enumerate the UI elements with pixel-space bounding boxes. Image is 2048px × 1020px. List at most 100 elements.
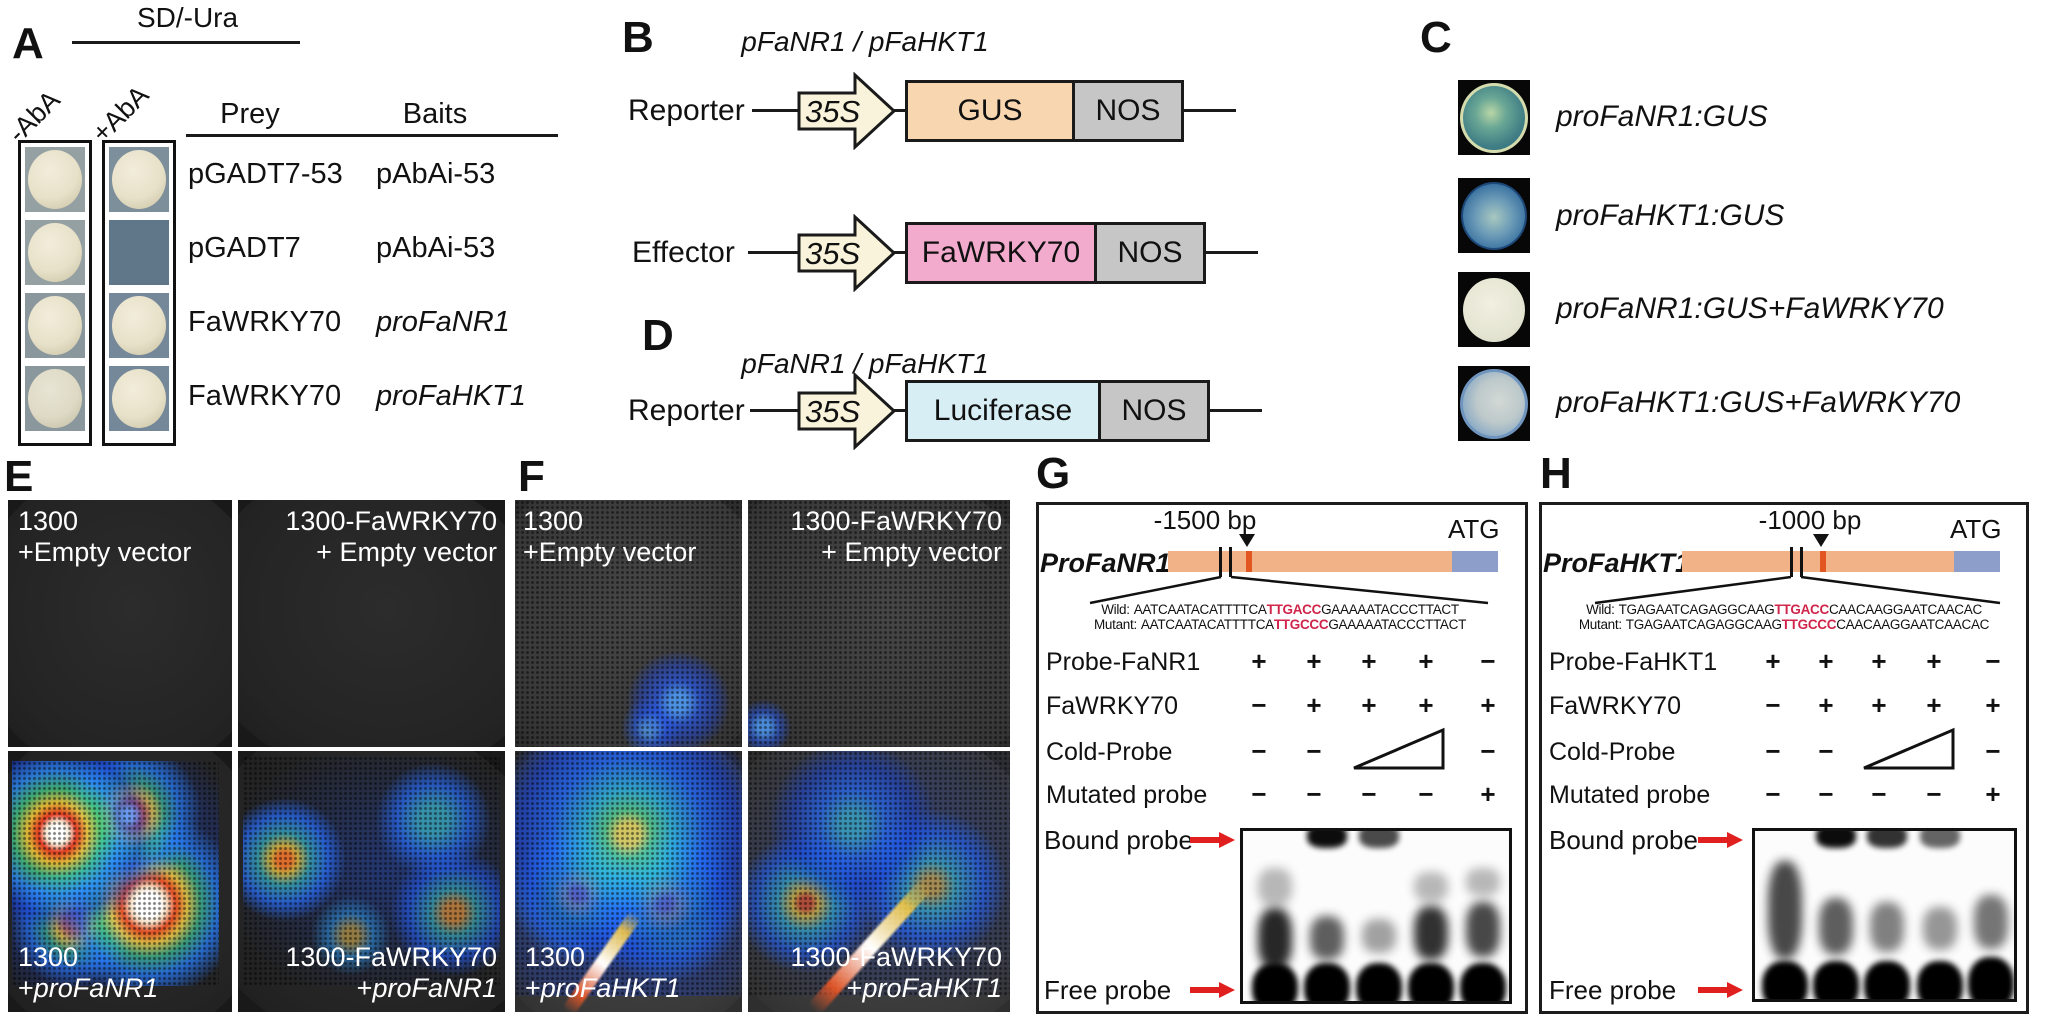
prey-cell: FaWRKY70 xyxy=(188,380,342,412)
atg-label: ATG xyxy=(1448,514,1500,544)
luminescence-image: 1300 +Empty vector xyxy=(515,500,742,747)
promoter-bar xyxy=(1682,551,2000,572)
lane-symbol: + xyxy=(1480,779,1496,809)
gel-band xyxy=(1768,861,1802,959)
35s-promoter-arrow: 35S xyxy=(797,372,897,450)
cold-probe-ramp-triangle xyxy=(1863,727,1955,770)
lane-symbol: + xyxy=(1361,690,1377,720)
yeast-colony xyxy=(28,296,82,355)
yeast-spot xyxy=(109,293,169,358)
yeast-spot xyxy=(25,366,85,431)
nos-terminator-box: NOS xyxy=(1098,380,1210,442)
quadrant-label: 1300 +Empty vector xyxy=(18,506,192,567)
probe-site-tick xyxy=(1790,547,1793,577)
lane-symbol: − xyxy=(1306,736,1322,766)
lane-symbol: − xyxy=(1418,779,1434,809)
luminescence-image: 1300 +Empty vector xyxy=(8,500,232,747)
luminescence-image: 1300-FaWRKY70 +proFaHKT1 xyxy=(748,751,1010,1012)
emsa-gel-image xyxy=(1240,828,1512,1004)
assay-row-label: Mutated probe xyxy=(1046,781,1208,809)
connector-line xyxy=(1210,409,1262,412)
gel-lane xyxy=(1408,831,1454,1001)
bait-cell: proFaHKT1 xyxy=(376,380,526,412)
yeast-spot xyxy=(109,366,169,431)
connector-line xyxy=(1206,251,1258,254)
lane-symbol: + xyxy=(1251,646,1267,676)
atg-label: ATG xyxy=(1950,514,2002,544)
gel-band xyxy=(1813,961,1859,999)
leaf-disc xyxy=(1463,277,1525,342)
luminescence-signal xyxy=(243,756,500,986)
panel-e-label: E xyxy=(4,452,34,501)
lane-symbol: + xyxy=(1985,690,2001,720)
prey-cell: pGADT7 xyxy=(188,232,301,264)
quadrant-label: 1300-FaWRKY70 +proFaNR1 xyxy=(285,942,497,1003)
luminescence-image: 1300 +proFaNR1 xyxy=(8,751,232,1012)
luminescence-image: 1300-FaWRKY70 + Empty vector xyxy=(748,500,1010,747)
yeast-spot xyxy=(109,147,169,212)
yeast-strip-minus-aba xyxy=(18,140,92,446)
gel-lane xyxy=(1460,831,1506,1001)
emsa-gel-image xyxy=(1752,828,2017,1002)
lane-symbol: − xyxy=(1361,779,1377,809)
leaf-disc xyxy=(1460,368,1528,439)
gel-band xyxy=(1923,906,1957,951)
connector-line xyxy=(748,251,805,254)
gel-band xyxy=(1819,898,1853,956)
gus-leaf-disc-image xyxy=(1458,272,1530,347)
yeast-colony xyxy=(112,296,166,355)
lane-symbol: − xyxy=(1480,736,1496,766)
gus-item-label: proFaHKT1:GUS+FaWRKY70 xyxy=(1556,386,1961,419)
probe-site-tick xyxy=(1219,547,1222,577)
promoter-name: ProFaNR1 xyxy=(1040,548,1171,578)
yeast-colony xyxy=(28,223,82,282)
gel-band xyxy=(1466,902,1500,957)
gel-band xyxy=(1414,905,1448,961)
atg-segment xyxy=(1954,551,2000,572)
zoom-expansion-lines xyxy=(1089,575,1489,605)
cold-probe-ramp-triangle xyxy=(1353,727,1445,770)
gus-leaf-disc-image xyxy=(1458,80,1530,155)
free-probe-label: Free probe xyxy=(1549,975,1677,1005)
media-underline xyxy=(72,41,300,44)
assay-row-label: Cold-Probe xyxy=(1046,738,1173,766)
connector-line xyxy=(752,109,805,112)
lane-symbol: − xyxy=(1985,646,2001,676)
gel-band xyxy=(1359,831,1399,848)
lane-symbol: + xyxy=(1871,646,1887,676)
gel-lane xyxy=(1813,831,1859,999)
probe-site-tick xyxy=(1800,547,1803,577)
free-probe-label: Free probe xyxy=(1044,975,1172,1005)
yeast-spot-no-growth xyxy=(109,220,169,285)
gel-band xyxy=(1414,871,1448,903)
quadrant-label: 1300 +Empty vector xyxy=(523,506,697,567)
yeast-spot xyxy=(25,293,85,358)
effector-row-label: Effector xyxy=(632,236,735,269)
lane-symbol: − xyxy=(1251,690,1267,720)
baits-header: Baits xyxy=(402,98,468,130)
lane-symbol: − xyxy=(1480,646,1496,676)
bound-probe-arrow-icon xyxy=(1190,832,1236,848)
gus-leaf-disc-image xyxy=(1458,178,1530,253)
bait-cell: pAbAi-53 xyxy=(376,158,496,190)
gel-lane xyxy=(1864,831,1910,999)
gel-band xyxy=(1762,961,1808,999)
gus-leaf-disc-image xyxy=(1458,366,1530,441)
svg-text:35S: 35S xyxy=(805,394,860,429)
lane-symbol: + xyxy=(1985,779,2001,809)
panel-d-title: pFaNR1 / pFaHKT1 xyxy=(741,348,989,379)
probe-site-tick xyxy=(1229,547,1232,577)
gel-band xyxy=(1356,963,1402,1001)
table-underline xyxy=(186,134,558,137)
gel-band xyxy=(1867,831,1907,848)
connector-line xyxy=(893,409,907,412)
gus-item-label: proFaNR1:GUS xyxy=(1556,100,1768,133)
yeast-colony xyxy=(28,150,82,209)
35s-promoter-arrow: 35S xyxy=(797,214,897,292)
lane-symbol: + xyxy=(1361,646,1377,676)
prey-cell: FaWRKY70 xyxy=(188,306,342,338)
wild-sequence: Wild: AATCAATACATTTTCATTGACCGAAAAATACCCTT… xyxy=(1101,602,1459,617)
gus-gene-box: GUS xyxy=(905,80,1075,142)
assay-row-label: Mutated probe xyxy=(1549,781,1711,809)
gel-band xyxy=(1258,868,1292,906)
